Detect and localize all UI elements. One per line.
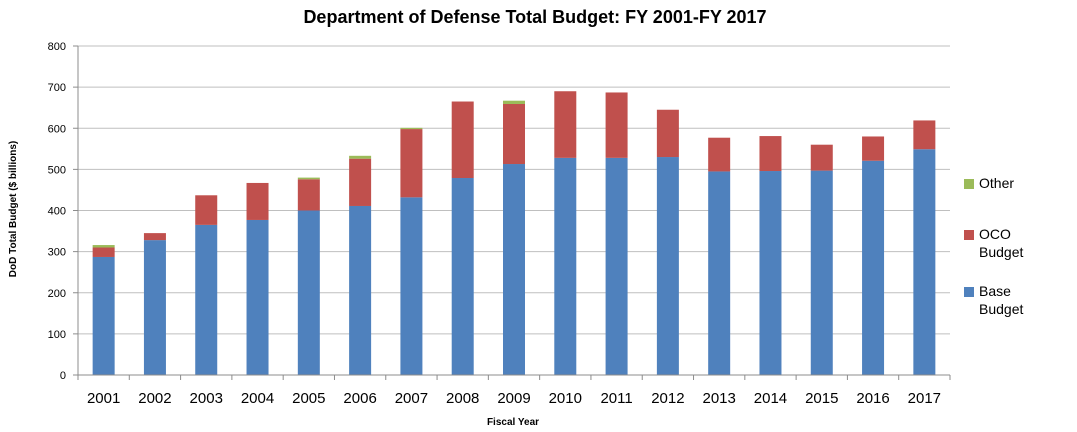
y-tick-label: 500 [48,164,66,176]
bar-base-budget-2002 [143,240,166,375]
axes [73,45,951,380]
legend-swatch [964,230,974,240]
bar-other-2006 [349,155,372,159]
y-tick-label: 700 [48,82,66,94]
y-tick-label: 300 [48,247,66,259]
x-tick-label: 2002 [138,390,171,407]
legend-item-other: Other [964,175,1014,191]
bar-base-budget-2017 [913,149,936,375]
y-axis-ticks: 0 100 200 300 400 500 600 700 800 [48,41,66,382]
bar-other-2009 [503,100,525,104]
bar-oco-budget-2009 [503,103,525,165]
x-tick-label: 2013 [702,390,735,407]
x-tick-label: 2015 [805,390,838,407]
y-tick-label: 600 [48,123,66,135]
x-tick-label: 2010 [549,390,582,407]
x-tick-label: 2001 [87,390,120,407]
bar-oco-budget-2004 [246,182,269,220]
bar-oco-budget-2016 [862,136,885,161]
y-tick-label: 100 [48,329,66,341]
bar-base-budget-2003 [195,224,218,375]
x-tick-label: 2014 [754,390,787,407]
y-axis-title: DoD Total Budget ($ billions) [8,141,19,277]
bar-base-budget-2009 [503,164,525,375]
x-tick-label: 2016 [856,390,889,407]
bar-base-budget-2004 [246,219,269,375]
bars-group [92,91,936,375]
x-tick-label: 2006 [343,390,376,407]
bar-base-budget-2005 [297,210,320,375]
bar-oco-budget-2010 [554,91,577,158]
bar-oco-budget-2012 [656,109,679,158]
x-tick-label: 2011 [600,390,632,407]
bar-oco-budget-2014 [759,136,782,172]
bar-oco-budget-2006 [349,158,372,206]
x-axis-title: Fiscal Year [487,417,539,428]
bar-oco-budget-2015 [810,144,833,171]
x-axis-ticks: 2001 2002 2003 2004 2005 2006 2007 2008 2009 2010… [87,390,941,407]
legend: Other OCO Budget Base Budget [964,175,1023,317]
x-tick-label: 2009 [497,390,530,407]
bar-base-budget-2010 [554,157,577,375]
x-tick-label: 2017 [908,390,941,407]
bar-oco-budget-2011 [605,92,628,158]
x-tick-label: 2005 [292,390,325,407]
bar-base-budget-2006 [349,205,372,375]
x-tick-label: 2007 [395,390,428,407]
y-tick-label: 200 [48,288,66,300]
bar-oco-budget-2017 [913,120,936,150]
bar-other-2005 [297,177,320,180]
bar-base-budget-2007 [400,197,423,375]
legend-label: Other [979,175,1014,191]
x-tick-label: 2008 [446,390,479,407]
bar-base-budget-2016 [862,160,885,375]
legend-label: Base Budget [979,283,1023,317]
legend-swatch [964,287,974,297]
x-tick-label: 2012 [651,390,684,407]
bar-base-budget-2008 [451,178,474,375]
bar-base-budget-2015 [810,170,833,375]
y-tick-label: 800 [48,41,66,53]
legend-item-oco-budget: OCO Budget [964,226,1023,260]
y-tick-label: 400 [48,206,66,218]
legend-item-base-budget: Base Budget [964,283,1023,317]
bar-base-budget-2012 [656,157,679,375]
bar-oco-budget-2005 [297,179,320,211]
legend-label: OCO Budget [979,226,1023,260]
bar-oco-budget-2003 [195,195,218,225]
bar-oco-budget-2007 [400,129,423,198]
bar-oco-budget-2008 [451,101,474,179]
legend-swatch [964,179,974,189]
bar-oco-budget-2013 [708,137,731,172]
bar-oco-budget-2002 [143,233,166,241]
bar-base-budget-2013 [708,171,731,375]
bar-other-2001 [92,245,115,248]
y-tick-label: 0 [60,370,66,382]
x-tick-label: 2003 [190,390,223,407]
chart-title: Department of Defense Total Budget: FY 2… [303,7,766,27]
bar-other-2007 [400,127,423,130]
bar-base-budget-2001 [92,256,115,375]
bar-oco-budget-2001 [92,247,115,257]
x-tick-label: 2004 [241,390,274,407]
bar-base-budget-2014 [759,171,782,375]
bar-base-budget-2011 [605,157,628,375]
